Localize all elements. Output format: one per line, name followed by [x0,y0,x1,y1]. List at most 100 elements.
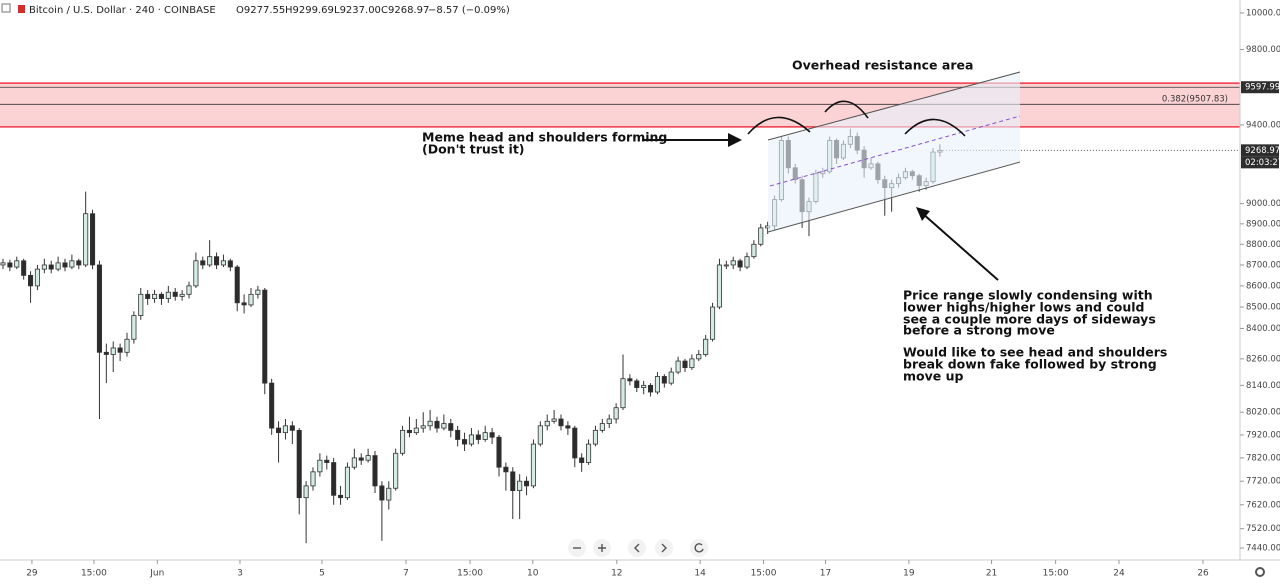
candle-body [579,457,585,463]
collapse-icon[interactable] [1,3,11,13]
candle-body [103,351,109,355]
y-tick-label: 8260.00 [1246,354,1280,364]
candle-body [737,260,743,268]
candle-body [744,256,750,268]
candle-body [544,420,550,427]
x-tick-label: 19 [903,569,915,579]
settings[interactable] [1255,567,1265,577]
candle-body [606,418,612,424]
candle-body [34,268,40,287]
y-tick-label: 9000.00 [1246,199,1280,209]
candle-body [83,213,89,266]
candle-body [179,293,185,297]
scroll-left[interactable] [628,539,646,557]
y-tick-label: 7440.00 [1246,544,1280,554]
candle-body [193,260,199,287]
candle-body [7,262,13,268]
y-tick-label: 8800.00 [1246,240,1280,250]
candle-body [28,274,34,287]
channel-upper [767,71,1021,141]
candle-body [331,462,337,496]
annotation: see a couple more days of sideways [903,312,1156,327]
candle-body [131,315,137,340]
candle-body [145,293,151,299]
plot-area [0,82,1240,544]
x-tick-label: 21 [986,569,997,579]
candle-body [152,293,158,299]
candle-body [200,260,206,266]
coinbase-flag [18,5,25,13]
y-tick-label: 9400.00 [1246,120,1280,130]
x-tick-label: 15:00 [751,569,777,579]
candle-body [551,418,557,422]
candle-body [524,480,530,487]
candle-body [241,302,247,306]
candle-body [55,262,61,270]
candle-body [592,429,598,445]
candle-body [530,443,536,487]
candle-body [138,293,144,316]
candle-body [69,260,75,268]
candle-body [344,466,350,499]
zoom-toolbar [568,539,708,557]
x-tick-label: 14 [694,569,706,579]
candle-body [586,443,592,463]
candle-body [296,429,302,499]
candle-body [613,407,619,420]
candle-body [627,378,633,382]
candle-body [503,466,509,473]
candle-body [310,471,316,487]
annotation: lower highs/higher lows and could [903,300,1144,315]
candle-body [716,264,722,308]
price-tag [1241,144,1279,157]
candle-body [462,439,468,445]
candle-body [117,347,123,353]
candle-body [338,494,344,499]
annotation: Overhead resistance area [792,58,973,73]
candle-body [758,227,764,245]
scroll-left-icon [634,543,640,553]
candle-body [537,425,543,445]
ohlc-close: C9268.97 [381,5,429,16]
candle-body [379,485,385,501]
reset[interactable] [690,539,708,557]
x-tick-label: 10 [527,569,539,579]
timer-label: 02:03:27 [1245,158,1280,168]
arrow-head [916,207,930,221]
y-tick-label: 8500.00 [1246,303,1280,313]
candle-body [234,266,240,304]
candle-body [76,260,82,266]
candle-body [124,338,130,353]
channel-lower [767,161,1021,233]
candle-body [641,384,647,388]
candle-body [427,420,433,427]
candle-body [420,425,426,429]
y-tick-label: 10000.00 [1246,8,1280,18]
candle-body [496,436,502,468]
candle-body [620,378,626,409]
candle-body [565,425,571,429]
candle-body [90,213,96,266]
y-tick-label: 7720.00 [1246,477,1280,487]
y-tick-label: 8700.00 [1246,260,1280,270]
x-tick-label: 15:00 [81,569,107,579]
candle-body [455,429,461,440]
candle-body [303,485,309,499]
timer-tag [1241,156,1279,169]
annotation: break down fake followed by strong [903,357,1157,372]
candle-body [475,434,481,440]
head [824,100,869,119]
candle-body [751,243,757,258]
candle-body [358,457,364,461]
y-tick-label: 7820.00 [1246,453,1280,463]
scroll-right[interactable] [655,539,673,557]
candle-body [220,260,226,266]
candle-body [276,427,282,434]
scroll-right-icon [661,543,667,553]
x-tick-label: 7 [403,569,409,579]
candle-body [110,347,116,355]
candle-body [351,457,357,468]
candle-body [0,262,6,266]
symbol[interactable]: Bitcoin / U.S. Dollar · 240 · COINBASE [29,5,216,16]
x-tick-label: 5 [319,569,325,579]
